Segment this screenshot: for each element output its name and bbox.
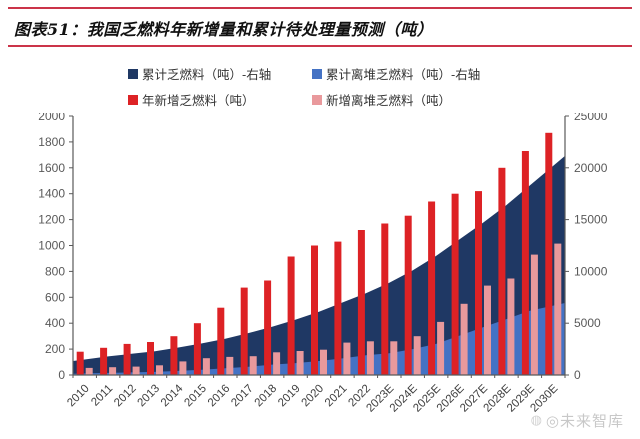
x-axis-label: 2015 xyxy=(182,383,209,410)
left-axis-tick-label: 1800 xyxy=(38,135,65,149)
x-axis-label: 2018 xyxy=(253,383,280,410)
bar xyxy=(334,241,342,375)
header-rule-bottom xyxy=(8,45,632,47)
bar xyxy=(273,352,281,375)
bar xyxy=(85,367,93,375)
watermark-text: ◎未来智库 xyxy=(545,412,624,430)
right-axis-tick-label: 5000 xyxy=(574,316,601,330)
x-axis-label: 2011 xyxy=(89,383,115,409)
left-axis-tick-label: 1600 xyxy=(38,161,65,175)
bar xyxy=(460,303,468,375)
bar xyxy=(545,132,553,375)
bar xyxy=(132,366,140,375)
bar xyxy=(179,361,187,375)
legend-swatch-blue xyxy=(312,68,322,79)
x-axis-label: 2012 xyxy=(112,383,139,410)
bar xyxy=(193,323,201,375)
bar xyxy=(240,287,248,375)
bar xyxy=(226,356,234,375)
bar xyxy=(428,201,436,375)
legend-item-annual-new-offreactor-spent-fuel: 新增离堆乏燃料（吨） xyxy=(312,90,640,109)
bar xyxy=(147,342,154,375)
x-axis-label: 2010 xyxy=(65,383,92,410)
bar xyxy=(521,151,529,375)
legend-swatch-pink xyxy=(312,94,322,105)
area-series xyxy=(73,155,565,375)
x-axis-label: 2020 xyxy=(300,383,327,410)
left-axis-tick-label: 1400 xyxy=(38,187,65,201)
right-axis-tick-label: 15000 xyxy=(574,213,608,227)
legend-item-cumulative-spent-fuel: 累计乏燃料（吨）-右轴 xyxy=(128,64,312,83)
legend-item-annual-new-spent-fuel: 年新增乏燃料（吨） xyxy=(128,90,312,109)
combo-chart: 0200400600800100012001400160018002000050… xyxy=(38,113,608,415)
bar xyxy=(264,280,272,375)
bar xyxy=(343,342,351,375)
bar xyxy=(404,215,412,375)
x-axis-label: 2019 xyxy=(276,383,303,410)
right-axis-tick-label: 25000 xyxy=(574,113,608,123)
x-axis-label: 2014 xyxy=(159,382,186,409)
watermark: ◍ ◎未来智库 xyxy=(531,410,624,431)
right-axis-tick-label: 20000 xyxy=(574,161,608,175)
bar xyxy=(217,307,225,375)
bar xyxy=(76,351,84,375)
left-axis-tick-label: 2000 xyxy=(38,113,65,123)
bar xyxy=(296,351,304,375)
bar xyxy=(498,167,506,375)
bar xyxy=(287,256,295,375)
left-axis-tick-label: 1000 xyxy=(38,239,65,253)
x-axis-label: 2021 xyxy=(323,383,350,410)
legend-swatch-navy xyxy=(128,68,138,79)
left-axis-tick-label: 0 xyxy=(58,368,65,382)
bar xyxy=(381,223,389,375)
left-axis-tick-label: 1200 xyxy=(38,213,65,227)
bar xyxy=(202,358,210,375)
bar xyxy=(484,285,491,375)
bar xyxy=(249,356,257,375)
legend-swatch-red xyxy=(128,94,138,105)
page-title: 图表51：我国乏燃料年新增量和累计待处理量预测（吨） xyxy=(14,20,434,39)
bar xyxy=(507,278,515,375)
bar xyxy=(311,245,318,375)
right-axis-tick-label: 0 xyxy=(574,368,581,382)
bar xyxy=(530,254,538,375)
legend-label: 年新增乏燃料（吨） xyxy=(142,93,255,108)
x-axis-label: 2013 xyxy=(136,383,163,410)
right-axis-tick-label: 10000 xyxy=(574,264,608,278)
legend-label: 新增离堆乏燃料（吨） xyxy=(326,93,452,108)
bar xyxy=(320,349,327,375)
left-axis-tick-label: 600 xyxy=(45,290,65,304)
x-axis-label: 2016 xyxy=(206,383,233,410)
bar xyxy=(475,191,482,375)
x-axis-label: 2017 xyxy=(229,383,256,410)
chart-legend: 累计乏燃料（吨）-右轴 累计离堆乏燃料（吨）-右轴 年新增乏燃料（吨） 新增离堆… xyxy=(128,64,640,109)
header-rule-top xyxy=(8,7,632,9)
bar xyxy=(554,243,562,375)
bar xyxy=(123,343,131,375)
left-axis-tick-label: 400 xyxy=(45,316,65,330)
bar xyxy=(437,321,445,375)
bar xyxy=(451,193,459,375)
bar xyxy=(156,365,163,375)
legend-label: 累计乏燃料（吨）-右轴 xyxy=(142,67,272,82)
bar xyxy=(413,336,421,375)
legend-item-cumulative-offreactor-spent-fuel: 累计离堆乏燃料（吨）-右轴 xyxy=(312,64,640,83)
bar xyxy=(109,367,117,375)
left-axis-tick-label: 800 xyxy=(45,264,65,278)
bar xyxy=(390,341,398,375)
bar xyxy=(366,341,374,375)
bar xyxy=(357,230,365,375)
legend-label: 累计离堆乏燃料（吨）-右轴 xyxy=(326,67,481,82)
left-axis-tick-label: 200 xyxy=(45,342,65,356)
bar xyxy=(170,336,178,375)
bar xyxy=(100,347,108,375)
futurethinktank-logo-icon: ◍ xyxy=(530,413,543,428)
